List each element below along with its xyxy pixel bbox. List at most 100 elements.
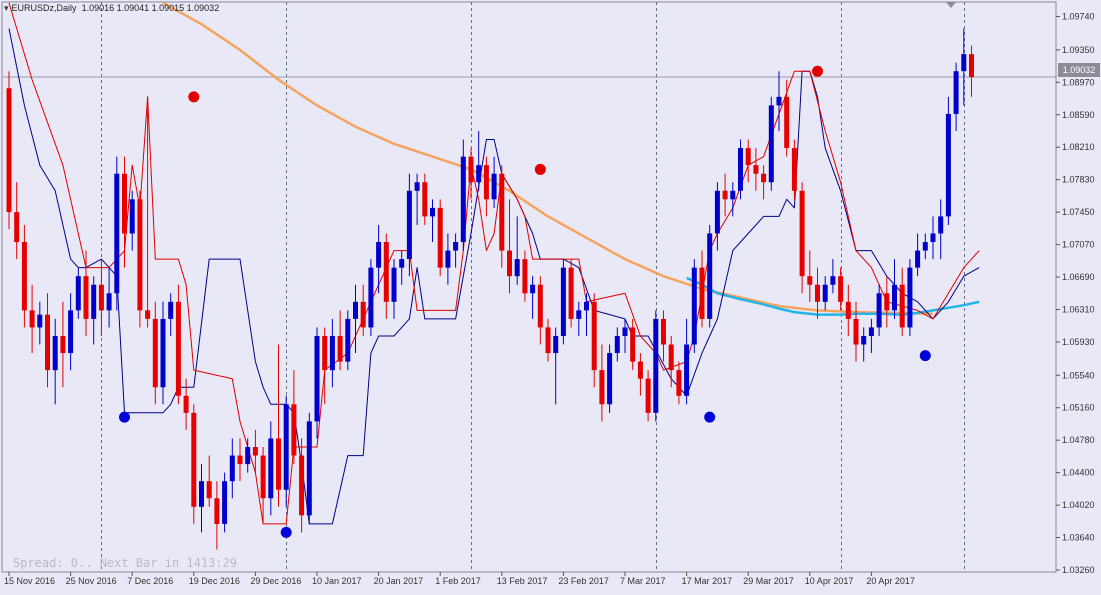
candle-body xyxy=(360,301,366,328)
candle-body xyxy=(83,276,89,319)
y-tick-label: 1.06310 xyxy=(1062,304,1095,314)
x-tick-label: 23 Feb 2017 xyxy=(558,576,609,586)
candle-body xyxy=(98,284,104,311)
y-tick-label: 1.08970 xyxy=(1062,77,1095,87)
candle-body xyxy=(738,148,743,191)
candle-body xyxy=(607,353,613,405)
candle-body xyxy=(168,301,174,319)
candle-body xyxy=(383,242,389,302)
candle-body xyxy=(406,190,412,260)
candle-body xyxy=(453,242,459,251)
candle-body xyxy=(145,310,151,319)
candle-body xyxy=(584,301,589,311)
candle-body xyxy=(175,301,181,396)
candle-body xyxy=(445,250,451,268)
candle-body xyxy=(915,250,921,268)
candle-body xyxy=(722,190,728,200)
candle-body xyxy=(414,182,420,191)
ma-long-line xyxy=(162,1,934,316)
candle-body xyxy=(252,447,258,456)
candle-body xyxy=(845,301,851,319)
candle-body xyxy=(468,156,474,183)
candle-body xyxy=(60,335,66,354)
candle-body xyxy=(684,344,690,396)
candle-body xyxy=(776,96,782,106)
candle-body xyxy=(52,335,58,371)
candle-body xyxy=(37,314,43,328)
candle-body xyxy=(283,404,289,490)
candle-body xyxy=(476,165,482,183)
y-tick-label: 1.08590 xyxy=(1062,110,1095,120)
candle-body xyxy=(599,370,605,405)
candle-body xyxy=(838,276,844,302)
candle-body xyxy=(791,148,797,191)
candle-body xyxy=(630,327,636,362)
candle-body xyxy=(938,216,944,234)
candle-body xyxy=(815,284,820,302)
candle-body xyxy=(745,148,751,166)
candle-body xyxy=(922,242,928,251)
candle-body xyxy=(899,284,905,328)
candle-body xyxy=(245,447,251,465)
current-price-tag: 1.09032 xyxy=(1058,63,1100,77)
candle-body xyxy=(853,318,859,345)
candle-body xyxy=(537,284,543,328)
candle-body xyxy=(753,165,759,174)
signal-dot xyxy=(280,526,292,538)
x-tick-label: 20 Apr 2017 xyxy=(866,576,915,586)
candle-body xyxy=(68,310,74,354)
candle-body xyxy=(699,267,705,319)
signal-dot xyxy=(534,163,546,175)
candle-body xyxy=(637,361,643,379)
signal-dot xyxy=(812,65,823,77)
signal-dot xyxy=(919,350,931,362)
x-tick-label: 1 Feb 2017 xyxy=(435,576,481,586)
candle-body xyxy=(329,335,335,371)
candle-body xyxy=(514,259,520,277)
candle-body xyxy=(668,344,674,371)
candle-body xyxy=(322,335,328,371)
y-tick-label: 1.05160 xyxy=(1062,403,1095,413)
candle-body xyxy=(707,233,713,319)
candle-body xyxy=(884,293,890,311)
y-tick-label: 1.09350 xyxy=(1062,45,1095,55)
candle-body xyxy=(114,173,120,294)
candle-body xyxy=(152,318,158,388)
candle-body xyxy=(353,301,358,319)
candle-body xyxy=(376,242,382,268)
candle-body xyxy=(229,455,235,482)
candle-body xyxy=(237,455,243,465)
candle-body xyxy=(29,310,35,328)
candle-body xyxy=(576,310,582,319)
candle-body xyxy=(491,173,497,200)
y-tick-label: 1.08210 xyxy=(1062,142,1095,152)
chart-shift-icon[interactable] xyxy=(946,2,956,8)
y-tick-label: 1.03260 xyxy=(1062,565,1095,575)
x-tick-label: 15 Nov 2016 xyxy=(4,576,55,586)
x-tick-label: 10 Apr 2017 xyxy=(805,576,854,586)
candle-body xyxy=(91,284,97,319)
candle-body xyxy=(21,242,27,311)
candle-body xyxy=(483,165,489,200)
candle-body xyxy=(137,199,143,311)
candle-body xyxy=(222,481,228,524)
candle-body xyxy=(622,327,628,336)
y-tick-label: 1.04780 xyxy=(1062,435,1095,445)
candle-body xyxy=(460,156,466,243)
candle-body xyxy=(799,190,805,277)
envelope-upper-line xyxy=(8,2,980,525)
candle-body xyxy=(714,190,720,234)
signal-dot xyxy=(188,91,200,103)
candle-body xyxy=(907,267,913,328)
x-tick-label: 19 Dec 2016 xyxy=(189,576,240,586)
candle-body xyxy=(399,259,405,268)
candle-body xyxy=(437,207,443,268)
y-tick-label: 1.05930 xyxy=(1062,337,1095,347)
dropdown-arrow-icon[interactable]: ▾ xyxy=(4,3,9,13)
y-tick-label: 1.03640 xyxy=(1062,533,1095,543)
x-tick-label: 7 Mar 2017 xyxy=(620,576,666,586)
chart-header: ▾ EURUSDz,Daily 1.09016 1.09041 1.09015 1… xyxy=(4,3,219,14)
candle-body xyxy=(75,276,81,311)
